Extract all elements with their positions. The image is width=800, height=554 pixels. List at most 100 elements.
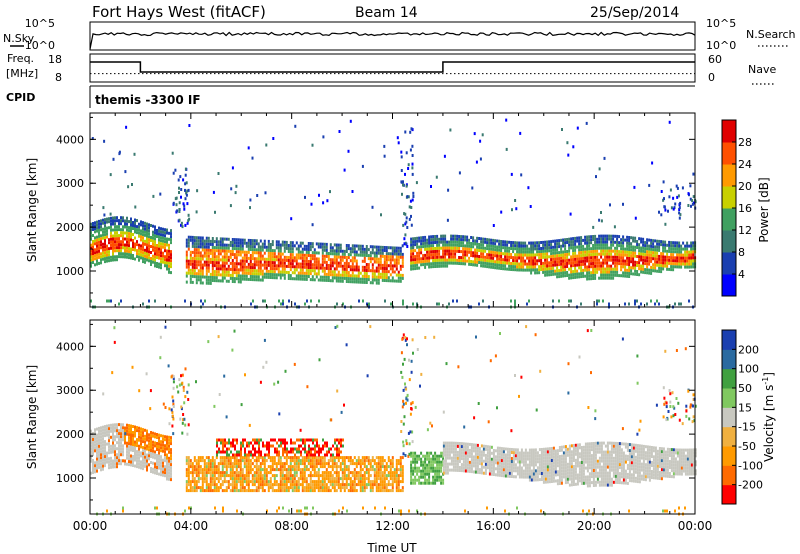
data-cell: [185, 480, 188, 484]
data-cell: [191, 468, 194, 472]
data-cell: [636, 264, 639, 267]
data-cell: [632, 254, 635, 258]
data-cell: [112, 447, 114, 451]
data-cell: [656, 254, 659, 258]
data-cell: [550, 261, 553, 265]
data-cell: [574, 254, 577, 258]
data-cell: [532, 268, 535, 272]
data-cell: [257, 486, 260, 490]
data-cell: [197, 239, 200, 243]
data-cell: [96, 220, 98, 224]
data-cell: [430, 238, 433, 242]
data-cell: [279, 483, 282, 487]
data-cell: [363, 280, 366, 284]
data-cell: [197, 272, 200, 276]
data-cell: [337, 483, 340, 487]
data-cell: [263, 272, 266, 276]
data-cell: [325, 242, 328, 246]
data-cell: [114, 447, 116, 451]
data-cell: [339, 279, 342, 283]
data-cell: [201, 456, 204, 460]
data-cell: [233, 459, 236, 463]
data-cell: [498, 251, 501, 255]
data-cell: [148, 448, 150, 452]
data-cell: [132, 254, 134, 257]
data-cell: [504, 258, 507, 262]
data-cell: [241, 241, 244, 245]
data-cell: [400, 150, 403, 154]
data-cell: [114, 246, 116, 250]
data-cell: [482, 240, 485, 244]
data-cell: [225, 246, 228, 250]
data-cell: [235, 489, 238, 493]
data-cell: [263, 456, 266, 460]
data-cell: [144, 428, 146, 432]
data-cell: [90, 447, 92, 451]
data-cell: [271, 273, 274, 277]
data-cell: [458, 244, 461, 247]
data-cell: [580, 302, 582, 306]
data-cell: [295, 247, 298, 251]
data-cell: [277, 483, 280, 487]
data-cell: [614, 255, 617, 259]
data-cell: [92, 222, 94, 225]
data-cell: [590, 265, 593, 269]
data-cell: [337, 486, 340, 490]
data-cell: [203, 254, 206, 258]
data-cell: [676, 186, 679, 190]
data-cell: [345, 250, 348, 253]
data-cell: [191, 244, 194, 248]
data-cell: [170, 442, 172, 446]
data-cell: [410, 237, 413, 241]
data-cell: [104, 431, 106, 435]
data-cell: [295, 489, 298, 493]
data-cell: [313, 483, 316, 487]
data-cell: [94, 257, 96, 261]
data-cell: [195, 486, 198, 490]
data-cell: [251, 248, 254, 252]
data-cell: [154, 264, 156, 268]
data-cell: [279, 243, 282, 247]
data-cell: [434, 253, 437, 256]
data-cell: [363, 265, 366, 269]
data-cell: [532, 256, 535, 260]
power-colorbar-segment: [722, 274, 736, 297]
data-cell: [588, 259, 591, 263]
data-cell: [136, 252, 138, 256]
data-cell: [152, 233, 154, 237]
data-cell: [568, 299, 570, 303]
data-cell: [227, 267, 230, 271]
data-cell: [291, 244, 294, 248]
data-cell: [263, 245, 266, 249]
data-cell: [404, 233, 407, 237]
data-cell: [678, 262, 681, 266]
data-cell: [602, 276, 605, 280]
data-cell: [253, 483, 256, 487]
data-cell: [357, 280, 360, 284]
data-cell: [303, 465, 306, 469]
data-cell: [381, 272, 384, 276]
data-cell: [598, 234, 601, 238]
data-cell: [142, 437, 144, 441]
data-cell: [112, 426, 114, 430]
data-cell: [142, 233, 144, 237]
data-cell: [666, 264, 669, 268]
data-cell: [636, 261, 639, 264]
data-cell: [349, 456, 352, 460]
data-cell: [106, 433, 108, 437]
data-cell: [160, 233, 162, 237]
data-cell: [136, 249, 138, 253]
data-cell: [219, 279, 222, 283]
data-cell: [530, 256, 533, 260]
data-cell: [267, 257, 270, 261]
data-cell: [285, 264, 288, 268]
data-cell: [582, 238, 585, 242]
data-cell: [227, 456, 230, 460]
data-cell: [562, 271, 565, 275]
data-cell: [201, 248, 204, 252]
data-cell: [255, 480, 258, 484]
data-cell: [112, 222, 114, 226]
data-cell: [152, 461, 154, 465]
data-cell: [606, 276, 609, 280]
data-cell: [162, 245, 164, 249]
